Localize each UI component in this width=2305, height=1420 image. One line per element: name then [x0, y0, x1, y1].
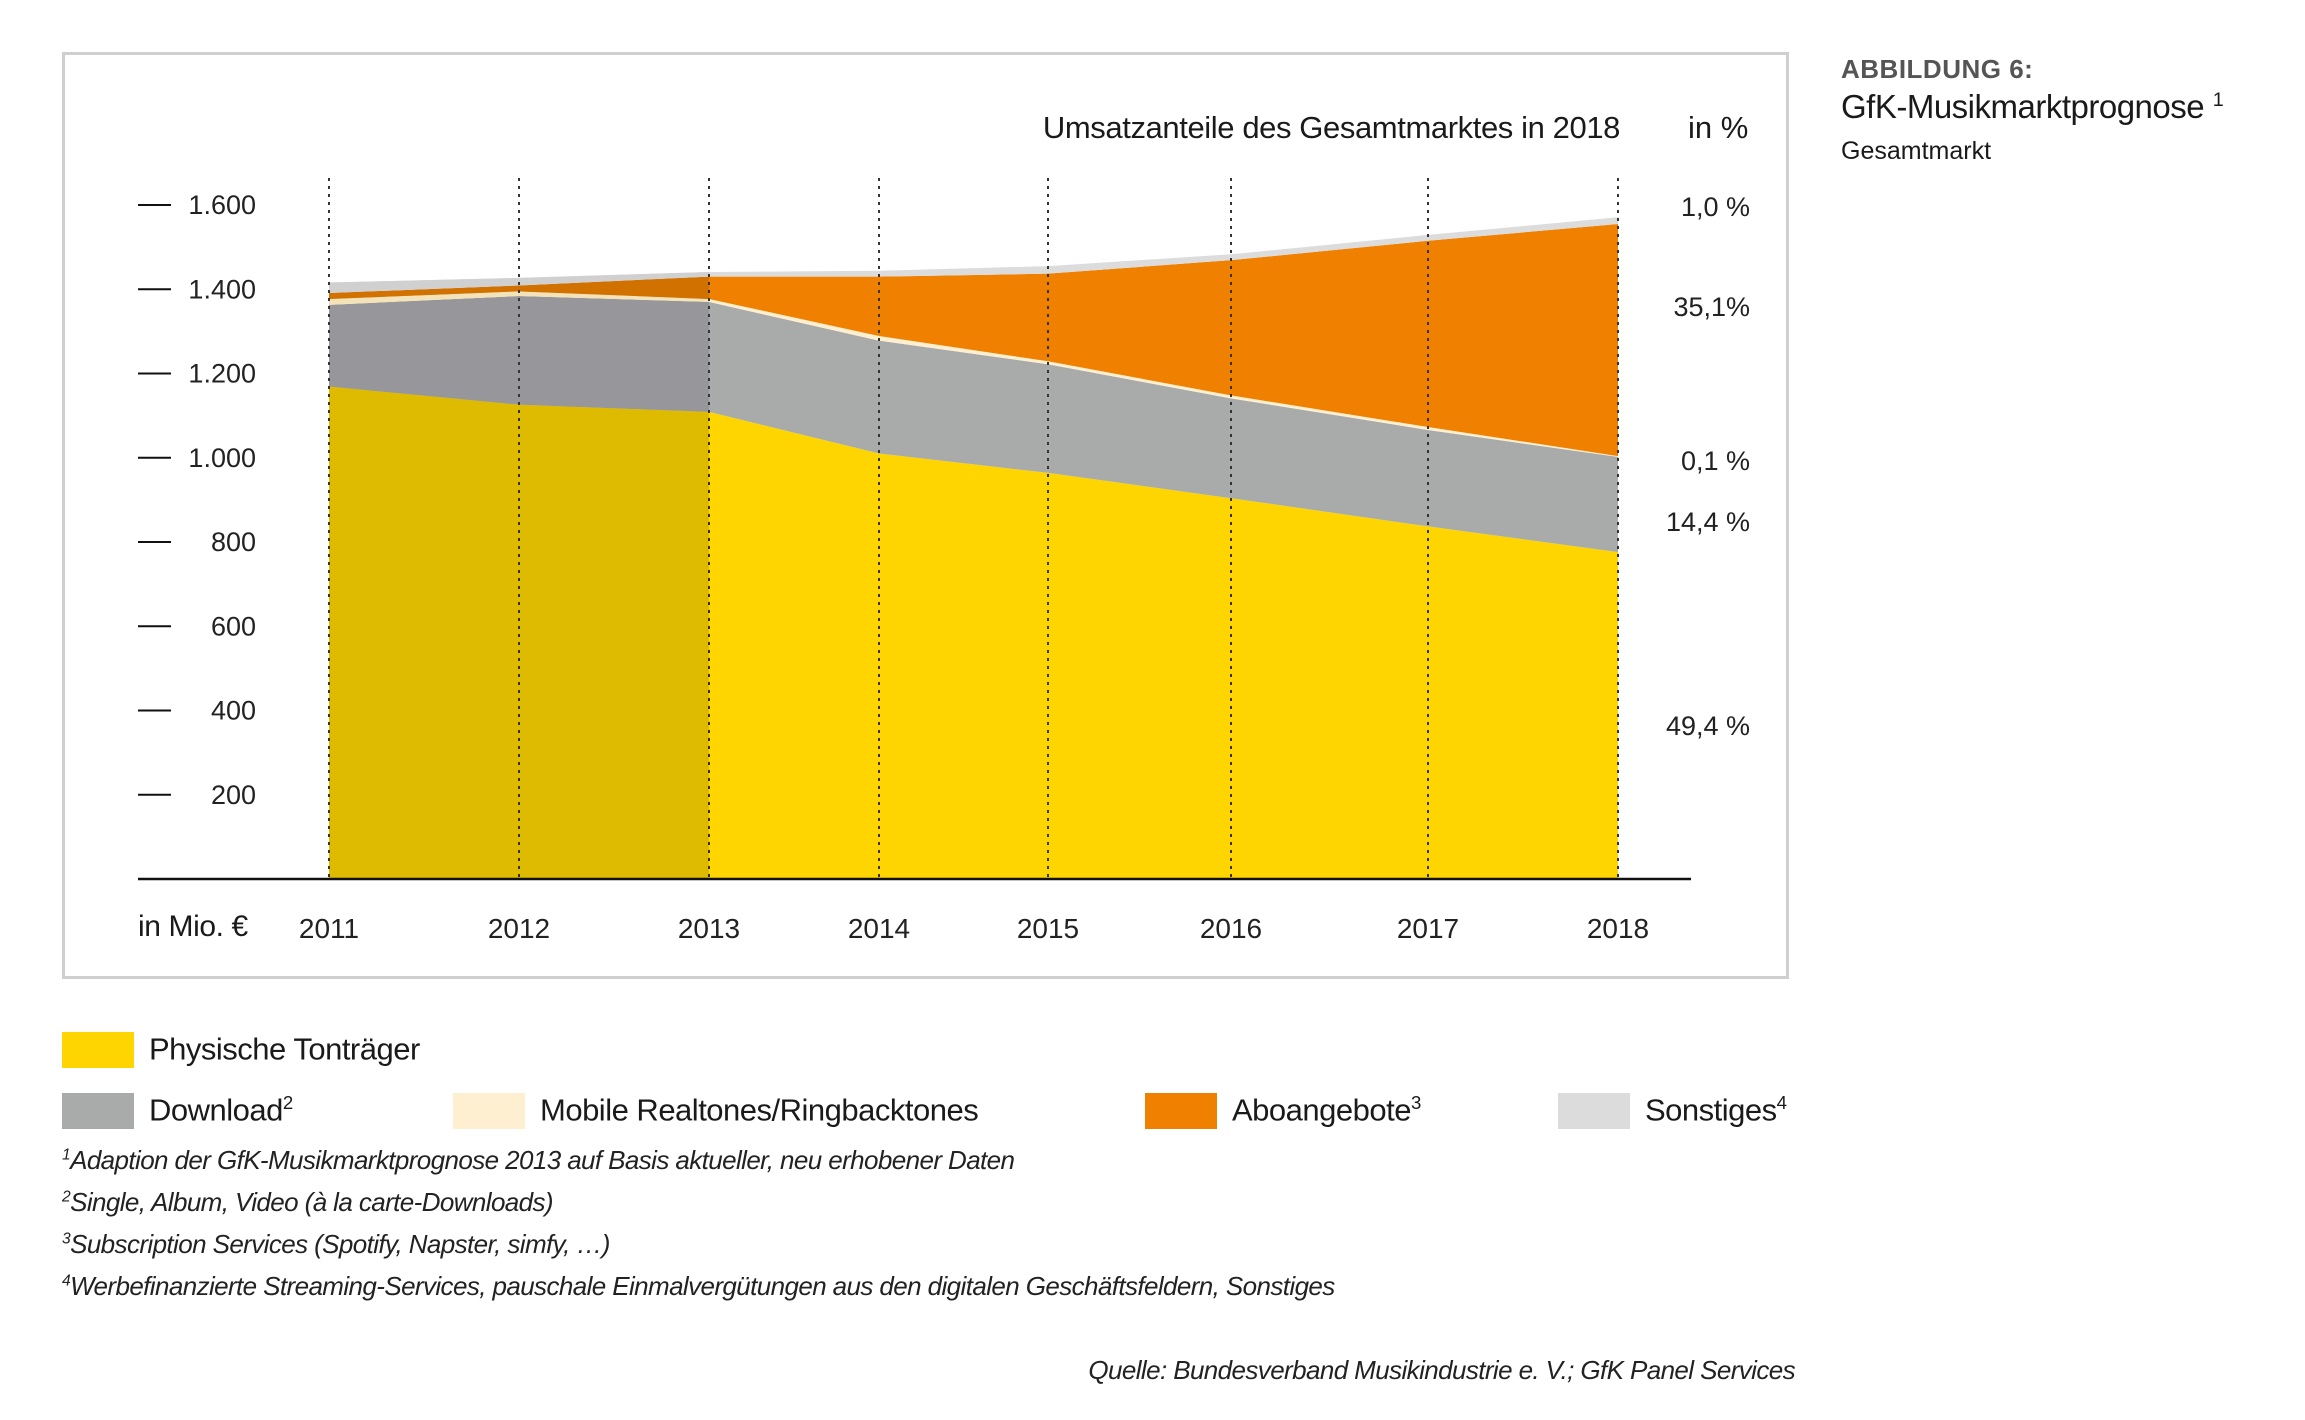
legend-label-text: Aboangebote	[1232, 1092, 1411, 1128]
footnote-text: Werbefinanzierte Streaming-Services, pau…	[70, 1271, 1335, 1301]
legend-label: Aboangebote3	[1232, 1092, 1421, 1128]
legend-label: Physische Tonträger	[149, 1031, 420, 1067]
x-tick-label: 2018	[1587, 913, 1649, 944]
legend-label: Sonstiges4	[1645, 1092, 1787, 1128]
y-axis-label: in Mio. €	[138, 910, 248, 943]
area-actual-aboangebote	[329, 276, 709, 299]
x-tick-label: 2016	[1200, 913, 1262, 944]
footnote-text: Subscription Services (Spotify, Napster,…	[70, 1229, 610, 1259]
share-label-mobile-realtones-ringbacktones: 0,1 %	[1681, 446, 1750, 476]
figure-subtitle: Gesamtmarkt	[1841, 137, 1992, 165]
chart-frame	[62, 52, 1789, 979]
y-tick-label: 1.000	[188, 443, 256, 473]
footnote-1: 1Adaption der GfK-Musikmarktprognose 201…	[62, 1145, 1015, 1176]
figure-title-sup: 1	[2212, 89, 2224, 111]
legend-swatch	[62, 1093, 134, 1129]
y-tick-label: 800	[211, 527, 256, 557]
legend-swatch	[453, 1093, 525, 1129]
x-tick-label: 2014	[848, 913, 910, 944]
footnote-4: 4Werbefinanzierte Streaming-Services, pa…	[62, 1271, 1335, 1302]
share-label-aboangebote: 35,1%	[1673, 292, 1750, 322]
x-tick-label: 2017	[1397, 913, 1459, 944]
area-actual-download	[329, 295, 709, 412]
x-tick-label: 2015	[1017, 913, 1079, 944]
area-actual-mobile-realtones-ringbacktones	[329, 291, 709, 305]
y-tick-label: 1.400	[188, 274, 256, 304]
legend-label-sup: 3	[1410, 1092, 1421, 1113]
y-tick-label: 200	[211, 780, 256, 810]
y-tick-label: 1.600	[188, 190, 256, 220]
figure-title: GfK-Musikmarktprognose 1	[1841, 88, 2224, 126]
share-label-sonstiges: 1,0 %	[1681, 192, 1750, 222]
footnote-number: 1	[62, 1146, 71, 1164]
figure-label: ABBILDUNG 6:	[1841, 54, 2034, 84]
footnote-text: Single, Album, Video (à la carte-Downloa…	[70, 1187, 554, 1217]
figure-title-text: GfK-Musikmarktprognose	[1841, 88, 2205, 125]
legend-swatch	[1558, 1093, 1630, 1129]
share-label-physische-tontr-ger: 49,4 %	[1666, 711, 1750, 741]
y-tick-label: 400	[211, 696, 256, 726]
footnote-number: 4	[62, 1272, 71, 1290]
area-actual-physische-tontr-ger	[329, 386, 709, 879]
footnote-number: 2	[62, 1188, 71, 1206]
legend-label: Download2	[149, 1092, 293, 1128]
x-tick-label: 2013	[678, 913, 740, 944]
y-tick-label: 1.200	[188, 359, 256, 389]
footnote-3: 3Subscription Services (Spotify, Napster…	[62, 1229, 610, 1260]
legend-swatch	[62, 1032, 134, 1068]
source-note: Quelle: Bundesverband Musikindustrie e. …	[1088, 1355, 1795, 1385]
legend-label-text: Mobile Realtones/Ringbacktones	[540, 1092, 979, 1128]
share-unit: in %	[1688, 110, 1749, 145]
share-label-download: 14,4 %	[1666, 507, 1750, 537]
legend-label-text: Sonstiges	[1645, 1092, 1777, 1128]
legend-label: Mobile Realtones/Ringbacktones	[540, 1092, 979, 1128]
legend-label-text: Physische Tonträger	[149, 1031, 420, 1067]
legend-label-text: Download	[149, 1092, 283, 1128]
footnote-2: 2Single, Album, Video (à la carte-Downlo…	[62, 1187, 554, 1218]
legend-label-sup: 4	[1776, 1092, 1787, 1113]
footnote-number: 3	[62, 1230, 71, 1248]
legend-swatch	[1145, 1093, 1217, 1129]
footnote-text: Adaption der GfK-Musikmarktprognose 2013…	[70, 1145, 1015, 1175]
x-tick-label: 2012	[488, 913, 550, 944]
x-tick-label: 2011	[299, 913, 359, 944]
legend-label-sup: 2	[282, 1092, 293, 1113]
share-header: Umsatzanteile des Gesamtmarktes in 2018	[1042, 110, 1621, 145]
y-tick-label: 600	[211, 611, 256, 641]
